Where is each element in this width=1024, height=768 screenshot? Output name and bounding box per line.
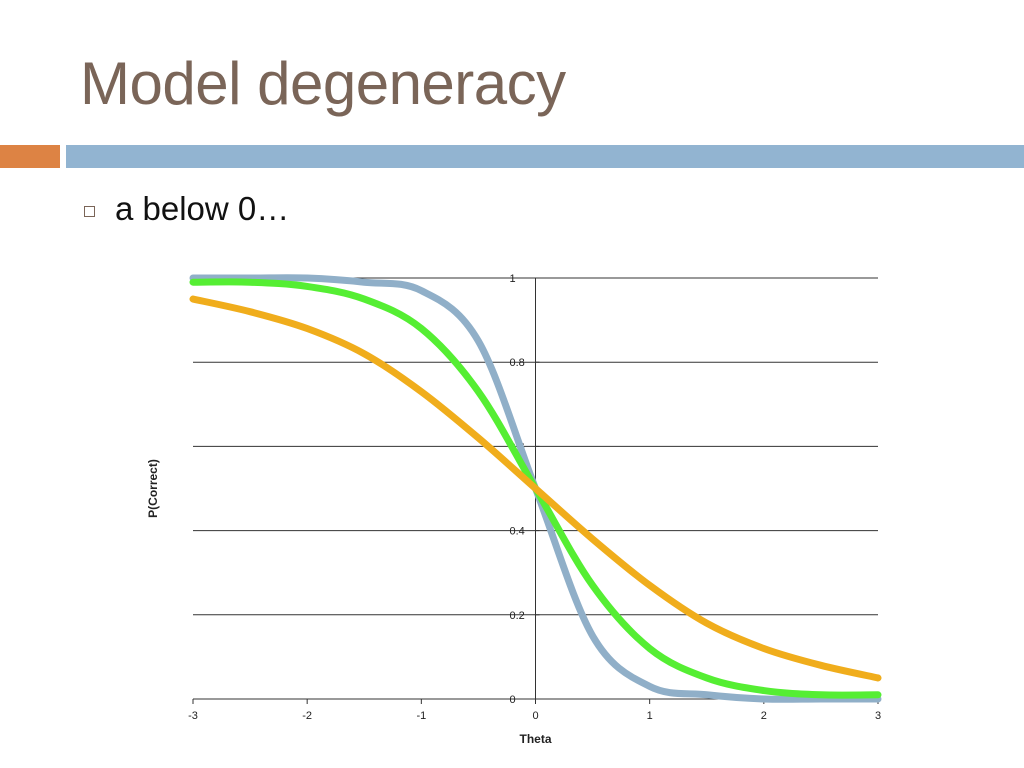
- bullet-text: a below 0…: [115, 190, 290, 227]
- chart-series: [189, 274, 882, 703]
- square-bullet-icon: [84, 205, 95, 217]
- title-accent-bar-orange: [0, 145, 60, 168]
- x-tick-label-2: -1: [416, 710, 426, 722]
- x-tick-label-6: 3: [875, 710, 881, 722]
- x-tick-label-0: -3: [188, 710, 198, 722]
- series-line-2: [189, 295, 882, 682]
- x-tick-label-3: 0: [532, 710, 538, 722]
- bullet-item: a below 0…: [84, 190, 289, 228]
- title-accent-bar-blue: [66, 145, 1024, 168]
- x-tick-label-1: -2: [302, 710, 312, 722]
- y-tick-label-0: 0: [510, 694, 516, 706]
- x-tick-label-5: 2: [761, 710, 767, 722]
- x-axis-title: Theta: [519, 732, 551, 746]
- y-tick-label-5: 1: [510, 273, 516, 285]
- slide-title: Model degeneracy: [80, 50, 566, 117]
- y-tick-label-1: 0.2: [510, 610, 525, 622]
- y-axis-title: P(Correct): [146, 459, 160, 518]
- x-tick-label-4: 1: [647, 710, 653, 722]
- y-tick-label-4: 0.8: [510, 357, 525, 369]
- y-tick-label-2: 0.4: [510, 526, 525, 538]
